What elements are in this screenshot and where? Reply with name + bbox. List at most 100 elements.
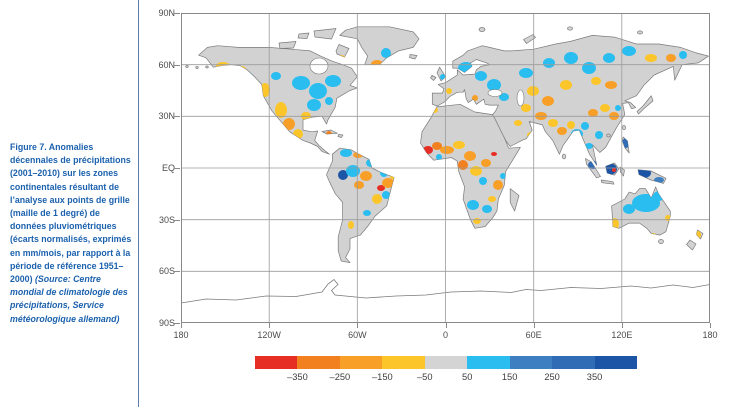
anomaly-blob: [623, 204, 635, 214]
anomaly-blob: [582, 62, 596, 74]
anomaly-blob: [216, 62, 230, 70]
anomaly-blob: [390, 172, 400, 180]
caption-divider-line: [138, 0, 139, 407]
anomaly-blob: [360, 171, 372, 181]
anomaly-blob: [527, 86, 539, 96]
anomaly-blob: [260, 83, 270, 97]
colorbar: [255, 356, 637, 369]
anomaly-blob: [581, 122, 589, 130]
island-sulawesi: [619, 166, 625, 177]
anomaly-blob: [371, 60, 383, 68]
anomaly-blob: [500, 173, 506, 179]
island-baffin: [335, 44, 350, 58]
lat-label-90N: 90N: [158, 8, 175, 18]
anomaly-blob: [382, 178, 394, 188]
colorbar-segment: [552, 356, 595, 369]
anomaly-blob: [519, 68, 533, 78]
anomaly-blob: [275, 102, 287, 118]
lat-label-30S: 30S: [158, 214, 175, 225]
anomaly-blob: [377, 185, 385, 191]
lat-label-EQ: EQ: [161, 163, 175, 173]
landmass-south-america: [326, 147, 395, 264]
island-victoria: [278, 41, 297, 49]
anomaly-blob: [475, 71, 487, 81]
anomaly-blob: [236, 66, 246, 72]
anomaly-blob: [487, 79, 501, 91]
lon-tick: [533, 323, 535, 328]
colorbar-tick-label: –250: [329, 372, 351, 382]
colorbar-segment: [467, 356, 510, 369]
world-map-svg: [180, 13, 711, 324]
sea-black-sea: [487, 89, 503, 97]
island-java: [600, 179, 615, 185]
colorbar-segment: [255, 356, 298, 369]
anomaly-blob: [645, 54, 657, 62]
lon-tick: [710, 323, 711, 328]
anomaly-blob: [542, 96, 554, 106]
anomaly-blob: [632, 194, 660, 212]
colorbar-segment: [339, 356, 383, 369]
anomaly-blob: [244, 72, 252, 78]
anomaly-blob: [653, 191, 665, 201]
anomaly-blob: [283, 118, 295, 130]
lon-label-180-6: 180: [702, 330, 718, 340]
anomaly-blob: [605, 81, 617, 89]
island-ireland: [430, 75, 437, 81]
island-aleutian-1: [185, 65, 189, 68]
colorbar-segment: [297, 356, 340, 369]
anomaly-blob: [643, 90, 651, 96]
lon-tick: [181, 323, 182, 328]
landmass-north-america: [198, 45, 358, 155]
anomaly-blob: [338, 170, 348, 180]
anomaly-blob: [325, 97, 333, 105]
anomaly-blob: [622, 46, 636, 56]
island-sri-lanka: [561, 153, 567, 160]
lat-tick: [174, 323, 180, 324]
world-map-plot: [180, 13, 711, 324]
island-new-zealand-south: [686, 239, 697, 251]
anomaly-blob: [366, 159, 376, 167]
lon-label-180-0: 180: [173, 330, 189, 340]
anomaly-blob: [432, 142, 442, 150]
anomaly-blob: [440, 146, 454, 154]
lon-label-120E-5: 120E: [611, 330, 633, 340]
island-novaya-zemlya: [523, 34, 536, 44]
anomaly-blob: [564, 52, 578, 64]
island-ellesmere: [313, 28, 337, 40]
anomaly-blob: [514, 120, 522, 126]
anomaly-blob: [446, 88, 452, 94]
colorbar-tick-label: –150: [371, 372, 393, 382]
anomaly-blob: [482, 205, 492, 213]
colorbar-tick-label: 150: [501, 372, 518, 382]
lon-tick: [269, 323, 271, 328]
anomaly-blob: [346, 165, 360, 177]
anomaly-blob: [467, 200, 479, 210]
island-madagascar: [509, 188, 520, 212]
anomaly-blob: [470, 166, 482, 176]
lon-tick: [621, 323, 623, 328]
lat-label-60N: 60N: [158, 59, 175, 70]
sea-caspian: [516, 89, 525, 107]
lon-label-0-3: 0: [442, 330, 448, 340]
colorbar-segment: [382, 356, 425, 369]
anomaly-blob: [521, 104, 531, 112]
anomaly-blob: [380, 169, 388, 177]
anomaly-blob: [481, 159, 491, 167]
anomaly-blob: [654, 177, 664, 183]
lon-label-60E-4: 60E: [525, 330, 542, 340]
island-aleutian-3: [205, 65, 209, 69]
anomaly-blob: [591, 77, 601, 85]
anomaly-blob: [458, 160, 468, 170]
lat-label-60S: 60S: [158, 266, 175, 277]
colorbar-segment: [594, 356, 637, 369]
colorbar-labels: –350 –250 –150 –50 50 150 250 350: [255, 372, 637, 384]
anomaly-blob: [271, 72, 281, 80]
colorbar-segment: [509, 356, 553, 369]
anomaly-blob: [499, 93, 509, 101]
anomaly-blob: [381, 48, 391, 58]
anomaly-blob: [635, 226, 645, 232]
anomaly-blob: [436, 154, 442, 160]
anomaly-blob: [473, 218, 481, 224]
anomaly-blob: [666, 54, 676, 62]
island-svalbard: [478, 27, 486, 32]
